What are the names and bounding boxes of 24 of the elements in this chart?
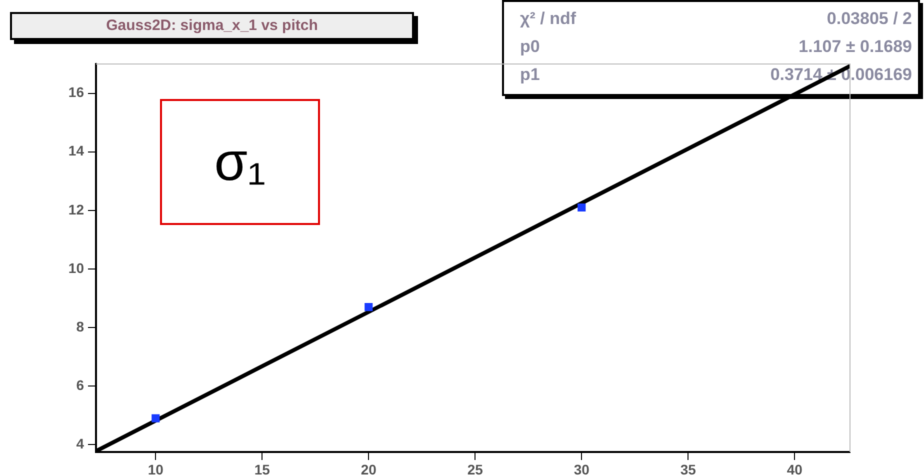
y-tick-label: 14 — [68, 142, 84, 159]
x-tick-label: 40 — [786, 461, 803, 476]
text: χ² / ndf — [520, 8, 576, 30]
x-tick-label: 10 — [148, 461, 164, 476]
text: p0 — [520, 36, 540, 58]
annotation: p1 — [520, 64, 540, 86]
chart-title: Gauss2D: sigma_x_1 vs pitch — [10, 12, 414, 40]
point — [152, 414, 160, 422]
x-tick-label: 15 — [254, 461, 270, 476]
text: 1.107 ± 0.1689 — [798, 36, 912, 58]
y-tick-label: 16 — [68, 84, 84, 100]
x-tick-label: 25 — [467, 461, 484, 476]
y-tick-label: 4 — [76, 436, 84, 452]
text: 0.03805 / 2 — [826, 8, 912, 30]
x-tick-label: 20 — [360, 461, 377, 476]
x-tick-label: 30 — [574, 461, 590, 476]
y-tick-label: 6 — [76, 376, 84, 393]
x-tick-label: 35 — [680, 461, 696, 476]
annotation: σ₁ — [160, 99, 320, 225]
y-tick-label: 8 — [76, 318, 84, 334]
y-tick-label: 10 — [68, 260, 84, 276]
point — [364, 303, 373, 312]
y-tick-label: 12 — [68, 201, 84, 218]
point — [578, 203, 586, 212]
